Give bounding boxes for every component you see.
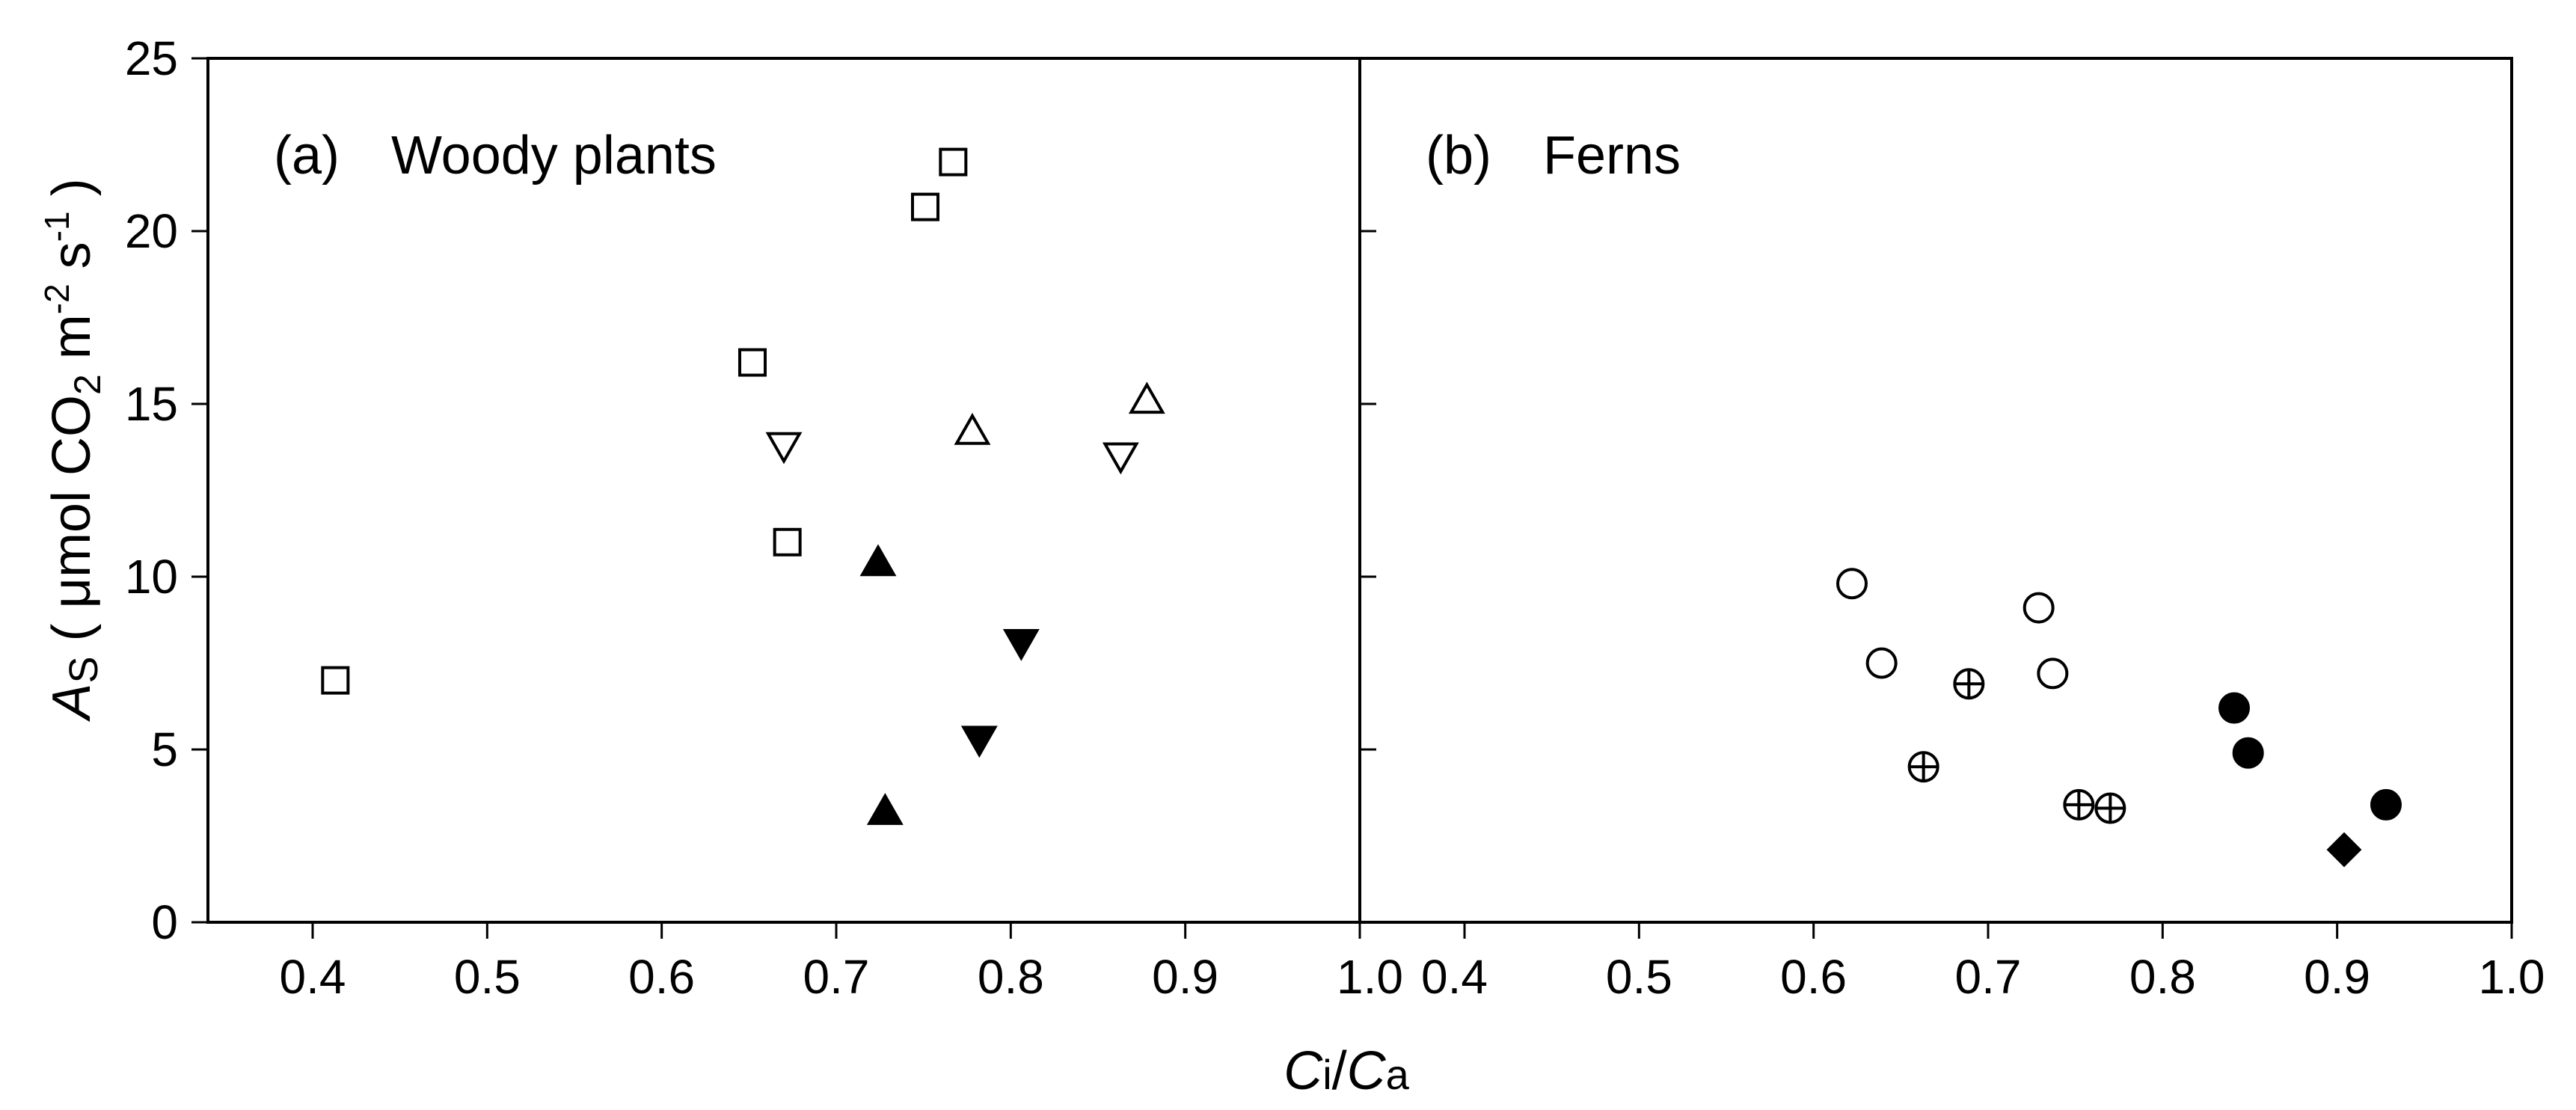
data-point-circle-filled <box>2370 788 2402 821</box>
x-tick-label: 0.7 <box>1955 950 2022 1004</box>
data-point-triangle-down-open <box>765 432 803 464</box>
x-tick-label: 0.8 <box>2129 950 2196 1004</box>
x-tick-label: 0.5 <box>454 950 521 1004</box>
data-point-triangle-down-open <box>1102 442 1139 475</box>
y-tick-label: 10 <box>125 550 178 604</box>
data-point-circle-plus <box>2063 788 2095 821</box>
data-point-square-open <box>939 147 968 177</box>
panel-title: Woody plants <box>391 126 717 185</box>
data-point-square-open <box>321 666 350 695</box>
data-point-triangle-down-filled <box>1002 629 1040 661</box>
y-tick-label: 5 <box>151 723 178 776</box>
y-axis-label: AS ( μmol CO2 m-2 s-1 ) <box>37 178 108 722</box>
data-point-square-open <box>911 192 939 221</box>
data-point-circle-filled <box>2232 737 2264 769</box>
data-point-circle-plus <box>2094 792 2126 824</box>
data-point-circle-filled <box>2218 692 2250 724</box>
data-point-circle-plus <box>1907 751 1939 783</box>
y-tick-label: 25 <box>125 31 178 85</box>
panel-b-ferns: 0.4 0.5 0.6 0.7 0.8 0.9 1.0 (b) Ferns <box>1358 57 2545 1004</box>
x-tick-label: 0.6 <box>1780 950 1847 1004</box>
data-point-triangle-up-open <box>1128 381 1165 414</box>
plot-frame <box>1358 57 2513 924</box>
x-tick-label: 0.5 <box>1606 950 1672 1004</box>
data-point-triangle-down-filled <box>960 726 998 758</box>
data-point-circle-plus <box>1953 668 1985 700</box>
y-tick-label: 20 <box>125 204 178 258</box>
panel-a-woody-plants: 0.4 0.5 0.6 0.7 0.8 0.9 1.0 0 5 10 15 20 25 (a) Woody … <box>125 31 1403 1004</box>
x-tick-label: 0.4 <box>1421 950 1488 1004</box>
data-point-diamond-filled <box>2326 832 2362 868</box>
x-tick-label: 0.9 <box>1152 950 1218 1004</box>
data-point-circle-open <box>1865 647 1898 679</box>
x-tick-label: 0.8 <box>978 950 1044 1004</box>
panel-title: Ferns <box>1543 126 1681 185</box>
y-tick-label: 15 <box>125 377 178 431</box>
data-point-triangle-up-filled <box>866 793 904 825</box>
data-point-square-open <box>773 527 802 556</box>
data-point-triangle-up-open <box>954 412 991 445</box>
x-tick-label: 0.4 <box>280 950 346 1004</box>
data-point-circle-open <box>2023 592 2055 624</box>
panel-label: (a) <box>274 126 340 185</box>
y-tick-label: 0 <box>151 895 178 949</box>
x-tick-label: 1.0 <box>1337 950 1403 1004</box>
data-point-triangle-up-filled <box>859 544 897 577</box>
x-tick-label: 1.0 <box>2479 950 2545 1004</box>
data-point-circle-open <box>1836 568 1868 600</box>
plot-frame <box>206 57 1361 924</box>
data-point-circle-open <box>2037 657 2069 690</box>
x-tick-label: 0.6 <box>628 950 695 1004</box>
x-tick-label: 0.7 <box>803 950 870 1004</box>
panel-label: (b) <box>1426 126 1491 185</box>
x-tick-label: 0.9 <box>2304 950 2370 1004</box>
data-point-square-open <box>738 348 767 377</box>
x-axis-label: Ci/Ca <box>1284 1041 1409 1101</box>
